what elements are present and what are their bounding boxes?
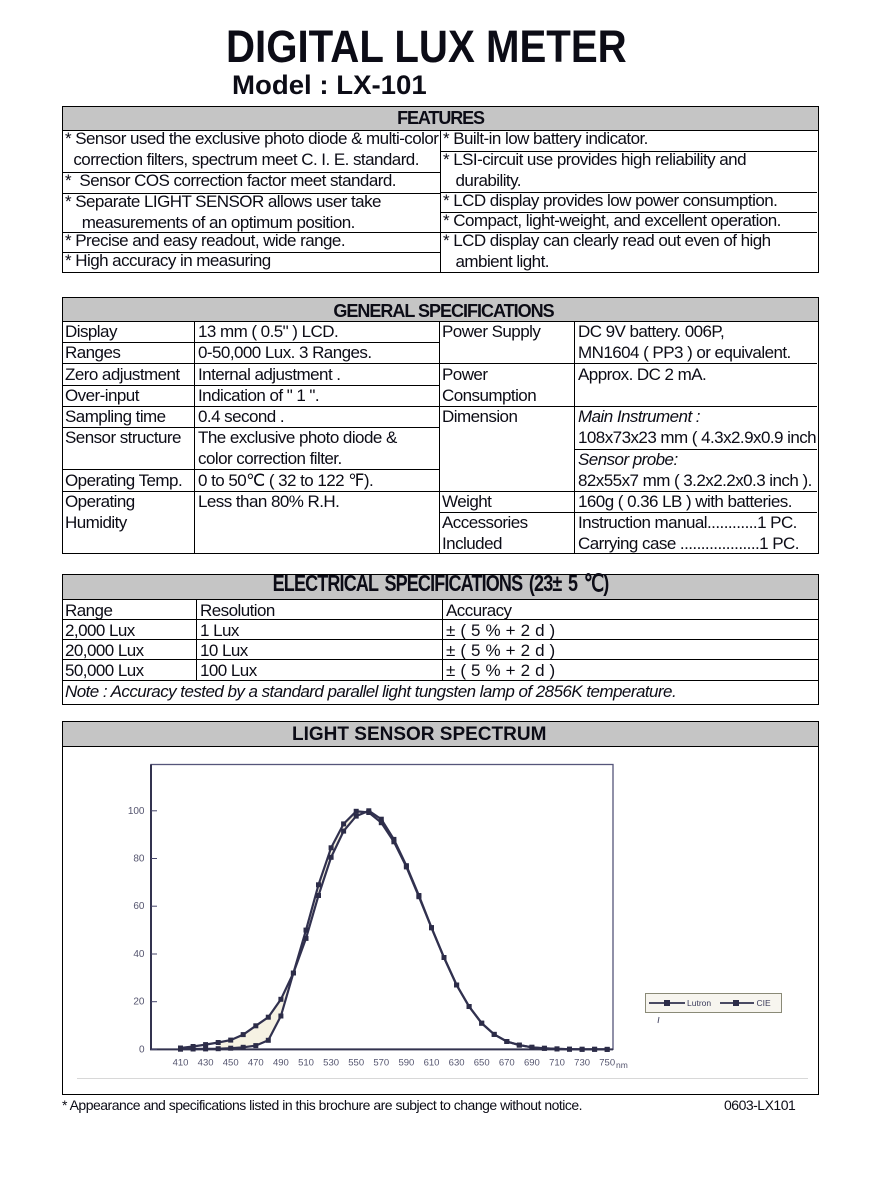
svg-text:nm: nm (616, 1060, 628, 1070)
svg-text:80: 80 (133, 854, 145, 865)
svg-text:670: 670 (499, 1058, 515, 1069)
svg-text:510: 510 (298, 1058, 314, 1069)
svg-text:410: 410 (173, 1058, 189, 1069)
svg-text:590: 590 (398, 1058, 414, 1069)
svg-text:Lutron: Lutron (687, 998, 711, 1008)
svg-text:470: 470 (248, 1058, 264, 1069)
svg-text:710: 710 (549, 1058, 565, 1069)
svg-text:530: 530 (323, 1058, 339, 1069)
svg-text:630: 630 (449, 1058, 465, 1069)
svg-text:CIE: CIE (757, 998, 772, 1008)
svg-text:650: 650 (474, 1058, 490, 1069)
svg-text:100: 100 (128, 806, 145, 817)
svg-text:60: 60 (133, 901, 145, 912)
svg-text:750: 750 (599, 1058, 615, 1069)
svg-text:0: 0 (139, 1044, 145, 1055)
svg-text:450: 450 (223, 1058, 239, 1069)
svg-text:490: 490 (273, 1058, 289, 1069)
svg-text:40: 40 (133, 949, 145, 960)
svg-text:730: 730 (574, 1058, 590, 1069)
svg-text:550: 550 (348, 1058, 364, 1069)
svg-text:20: 20 (133, 997, 145, 1008)
svg-text:430: 430 (198, 1058, 214, 1069)
svg-text:690: 690 (524, 1058, 540, 1069)
svg-text:610: 610 (424, 1058, 440, 1069)
svg-text:570: 570 (373, 1058, 389, 1069)
